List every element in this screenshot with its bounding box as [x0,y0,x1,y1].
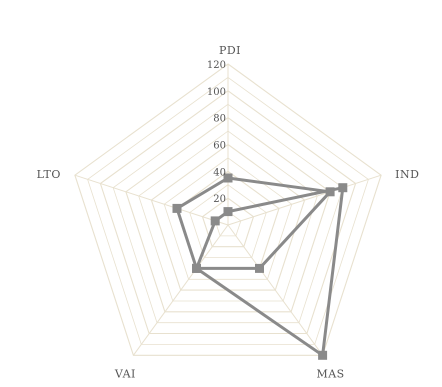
radar-spokes [74,64,382,356]
tick-label-100: 100 [207,87,226,98]
series-2-point-pdi [223,207,233,217]
tick-label-60: 60 [213,141,226,152]
grid-ring-110 [87,76,369,345]
series-2-point-ind [338,183,348,193]
grid-ring-90 [112,103,344,324]
axis-label-mas: MAS [316,367,344,380]
tick-label-40: 40 [213,167,226,178]
axis-label-lto: LTO [37,168,61,181]
radar-axis-labels: PDI IND MAS VAI LTO [37,44,419,380]
grid-ring-50 [163,157,293,280]
spoke-lto [74,174,229,226]
radar-ticks: 20 40 60 80 100 120 [207,60,226,205]
spoke-vai [132,224,229,356]
series-1-point-lto [172,203,182,213]
grid-ring-80 [125,117,331,313]
grid-ring-20 [201,197,255,248]
spoke-ind [227,174,382,226]
axis-label-pdi: PDI [219,44,241,57]
series-1-point-mas [255,263,264,273]
radar-series [172,173,348,360]
grid-ring-30 [189,184,267,259]
grid-ring-100 [99,90,357,335]
series-2-point-vai [192,263,201,273]
tick-label-80: 80 [213,114,226,125]
tick-label-20: 20 [213,194,226,205]
grid-ring-120 [74,63,382,356]
axis-label-vai: VAI [114,367,136,380]
series-2-point-mas [318,350,328,360]
axis-label-ind: IND [395,168,419,181]
tick-label-120: 120 [207,60,226,71]
series-1-line [175,176,332,270]
series-2-point-lto [210,216,220,226]
spoke-mas [227,224,324,356]
grid-ring-70 [138,130,318,302]
series-1-point-pdi [223,173,233,183]
